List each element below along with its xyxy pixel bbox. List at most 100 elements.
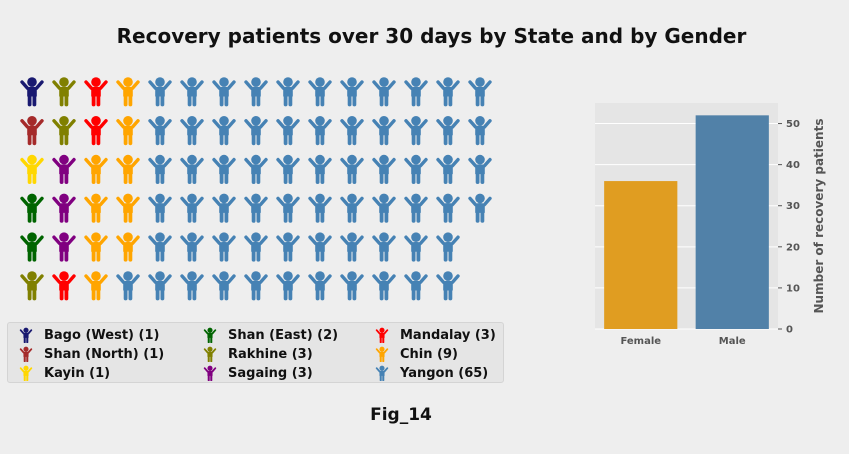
- waffle-person-icon: [212, 77, 236, 107]
- legend-label: Kayin (1): [44, 365, 111, 381]
- waffle-person-icon: [308, 193, 332, 223]
- waffle-person-icon: [340, 116, 364, 146]
- y-tick-label: 20: [786, 242, 800, 253]
- legend-label: Sagaing (3): [228, 365, 313, 381]
- legend-item: Yangon (65): [374, 364, 488, 382]
- waffle-person-icon: [20, 77, 44, 107]
- waffle-person-icon: [180, 193, 204, 223]
- y-tick-label: 0: [786, 325, 793, 336]
- waffle-person-icon: [84, 116, 108, 146]
- waffle-person-icon: [212, 193, 236, 223]
- waffle-person-icon: [436, 193, 460, 223]
- waffle-person-icon: [436, 154, 460, 185]
- legend-item: Shan (East) (2): [202, 326, 338, 344]
- waffle-chart: [20, 77, 492, 301]
- waffle-person-icon: [372, 193, 396, 223]
- legend-item: Bago (West) (1): [18, 326, 159, 344]
- waffle-person-icon: [340, 77, 364, 107]
- waffle-person-icon: [468, 154, 492, 185]
- waffle-person-icon: [276, 193, 300, 223]
- waffle-person-icon: [436, 232, 460, 262]
- legend-label: Shan (East) (2): [228, 327, 339, 343]
- y-tick-label: 30: [786, 201, 800, 212]
- waffle-person-icon: [404, 193, 428, 223]
- waffle-person-icon: [436, 116, 460, 146]
- waffle-person-icon: [180, 116, 204, 146]
- waffle-person-icon: [468, 193, 492, 223]
- legend-label: Chin (9): [400, 346, 458, 362]
- bar-male: [695, 115, 769, 329]
- x-tick-label: Male: [719, 336, 746, 347]
- person-legend-icon: [19, 346, 33, 362]
- waffle-person-icon: [372, 116, 396, 146]
- waffle-person-icon: [276, 232, 300, 262]
- waffle-person-icon: [116, 271, 140, 301]
- waffle-person-icon: [436, 77, 460, 107]
- waffle-person-icon: [148, 232, 172, 262]
- waffle-person-icon: [180, 271, 204, 301]
- chart-title: Recovery patients over 30 days by State …: [116, 24, 747, 48]
- waffle-person-icon: [52, 77, 76, 107]
- legend-item: Mandalay (3): [374, 326, 496, 344]
- waffle-person-icon: [148, 193, 172, 223]
- waffle-person-icon: [340, 232, 364, 262]
- legend-label: Rakhine (3): [228, 346, 313, 362]
- waffle-person-icon: [148, 116, 172, 146]
- waffle-person-icon: [244, 154, 268, 185]
- waffle-person-icon: [244, 193, 268, 223]
- waffle-person-icon: [20, 193, 44, 223]
- gender-bar-chart: 0 10 20 30 40 50 Female Male Number of recovery …: [595, 103, 826, 347]
- waffle-person-icon: [468, 116, 492, 146]
- y-axis-label: Number of recovery patients: [812, 119, 826, 314]
- person-legend-icon: [375, 327, 389, 343]
- waffle-person-icon: [20, 116, 44, 146]
- waffle-person-icon: [372, 154, 396, 185]
- person-legend-icon: [375, 346, 389, 362]
- waffle-person-icon: [404, 232, 428, 262]
- waffle-person-icon: [52, 232, 76, 262]
- person-legend-icon: [375, 365, 389, 381]
- waffle-person-icon: [276, 271, 300, 301]
- waffle-person-icon: [116, 232, 140, 262]
- waffle-person-icon: [212, 116, 236, 146]
- y-tick-label: 40: [786, 160, 800, 171]
- waffle-person-icon: [116, 193, 140, 223]
- waffle-person-icon: [340, 271, 364, 301]
- waffle-person-icon: [308, 116, 332, 146]
- y-tick-label: 50: [786, 119, 800, 130]
- person-legend-icon: [203, 346, 217, 362]
- waffle-person-icon: [84, 271, 108, 301]
- waffle-person-icon: [84, 77, 108, 107]
- waffle-person-icon: [52, 116, 76, 146]
- waffle-person-icon: [276, 116, 300, 146]
- waffle-person-icon: [244, 271, 268, 301]
- legend-item: Kayin (1): [18, 364, 110, 382]
- waffle-person-icon: [180, 77, 204, 107]
- person-legend-icon: [203, 365, 217, 381]
- waffle-person-icon: [52, 193, 76, 223]
- legend-label: Mandalay (3): [400, 327, 496, 343]
- waffle-person-icon: [404, 77, 428, 107]
- waffle-person-icon: [148, 271, 172, 301]
- waffle-person-icon: [340, 154, 364, 185]
- figure-caption: Fig_14: [370, 405, 432, 425]
- waffle-person-icon: [372, 232, 396, 262]
- waffle-person-icon: [116, 77, 140, 107]
- waffle-person-icon: [84, 232, 108, 262]
- waffle-person-icon: [180, 154, 204, 185]
- waffle-person-icon: [404, 116, 428, 146]
- waffle-person-icon: [20, 271, 44, 301]
- waffle-person-icon: [372, 77, 396, 107]
- waffle-person-icon: [404, 154, 428, 185]
- legend-item: Rakhine (3): [202, 345, 313, 363]
- waffle-person-icon: [116, 116, 140, 146]
- bar-female: [604, 181, 678, 329]
- waffle-person-icon: [148, 154, 172, 185]
- waffle-person-icon: [148, 77, 172, 107]
- waffle-person-icon: [372, 271, 396, 301]
- waffle-person-icon: [244, 116, 268, 146]
- waffle-person-icon: [52, 154, 76, 185]
- waffle-person-icon: [180, 232, 204, 262]
- waffle-person-icon: [308, 232, 332, 262]
- waffle-person-icon: [20, 154, 44, 185]
